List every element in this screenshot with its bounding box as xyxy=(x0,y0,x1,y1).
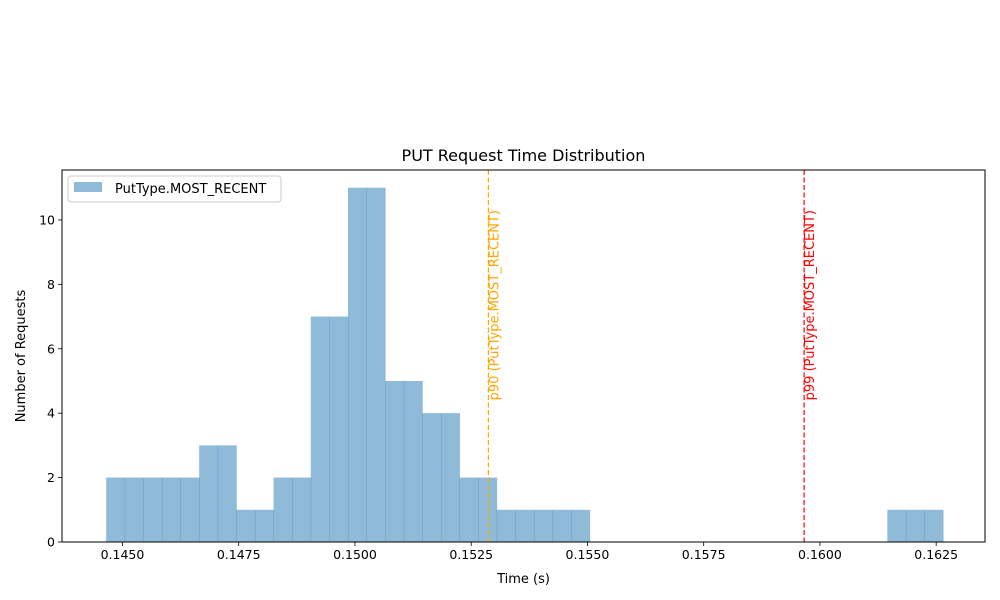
histogram-bar xyxy=(236,509,256,542)
histogram-bar xyxy=(143,477,163,542)
y-tick-label: 4 xyxy=(47,406,55,421)
legend-swatch xyxy=(74,182,102,192)
histogram-bar xyxy=(217,445,237,542)
x-tick-label: 0.1625 xyxy=(914,547,958,562)
y-axis-ticks: 0 2 4 6 8 10 xyxy=(39,212,62,550)
y-tick-label: 6 xyxy=(47,341,55,356)
legend-label: PutType.MOST_RECENT xyxy=(115,182,266,197)
x-axis-ticks: 0.1450 0.1475 0.1500 0.1525 0.1550 0.1575 0.16… xyxy=(101,542,958,562)
histogram-bar xyxy=(887,509,907,542)
histogram-bar xyxy=(161,477,181,542)
chart-title: PUT Request Time Distribution xyxy=(402,146,646,165)
legend: PutType.MOST_RECENT xyxy=(67,175,282,203)
histogram-bars xyxy=(106,187,944,542)
x-tick-label: 0.1500 xyxy=(333,547,377,562)
percentile-line-label: p90 (PutType.MOST_RECENT) xyxy=(487,210,502,400)
y-axis-title: Number of Requests xyxy=(14,289,29,422)
x-tick-label: 0.1450 xyxy=(101,547,145,562)
histogram-bar xyxy=(329,316,349,542)
x-tick-label: 0.1575 xyxy=(682,547,726,562)
histogram-bar xyxy=(124,477,144,542)
percentile-line-label: p99 (PutType.MOST_RECENT) xyxy=(803,210,818,400)
y-tick-label: 0 xyxy=(47,535,55,550)
x-tick-label: 0.1600 xyxy=(798,547,842,562)
histogram-bar xyxy=(571,509,591,542)
legend-box xyxy=(67,175,282,203)
histogram-bar xyxy=(347,187,367,542)
histogram-bar xyxy=(403,380,423,542)
plot-frame xyxy=(61,169,986,543)
histogram-bar xyxy=(254,509,274,542)
percentile-lines: p90 (PutType.MOST_RECENT) p99 (PutType.MO… xyxy=(487,170,818,542)
histogram-bar xyxy=(533,509,553,542)
histogram-bar xyxy=(905,509,925,542)
histogram-bar xyxy=(440,413,460,542)
histogram-bar xyxy=(273,477,293,542)
histogram-bar xyxy=(515,509,535,542)
histogram-bar xyxy=(422,413,442,542)
histogram-bar xyxy=(924,509,944,542)
x-axis-title: Time (s) xyxy=(496,572,550,587)
x-tick-label: 0.1475 xyxy=(217,547,261,562)
y-tick-label: 8 xyxy=(47,277,55,292)
histogram-bar xyxy=(366,187,386,542)
histogram-bar xyxy=(310,316,330,542)
x-tick-label: 0.1525 xyxy=(449,547,493,562)
histogram-bar xyxy=(199,445,219,542)
histogram-bar xyxy=(478,477,498,542)
x-tick-label: 0.1550 xyxy=(566,547,610,562)
histogram-bar xyxy=(496,509,516,542)
histogram-bar xyxy=(180,477,200,542)
histogram-bar xyxy=(459,477,479,542)
histogram-bar xyxy=(106,477,126,542)
histogram-bar xyxy=(385,380,405,542)
y-tick-label: 2 xyxy=(47,470,55,485)
histogram-bar xyxy=(552,509,572,542)
y-tick-label: 10 xyxy=(39,212,55,227)
histogram-bar xyxy=(292,477,312,542)
